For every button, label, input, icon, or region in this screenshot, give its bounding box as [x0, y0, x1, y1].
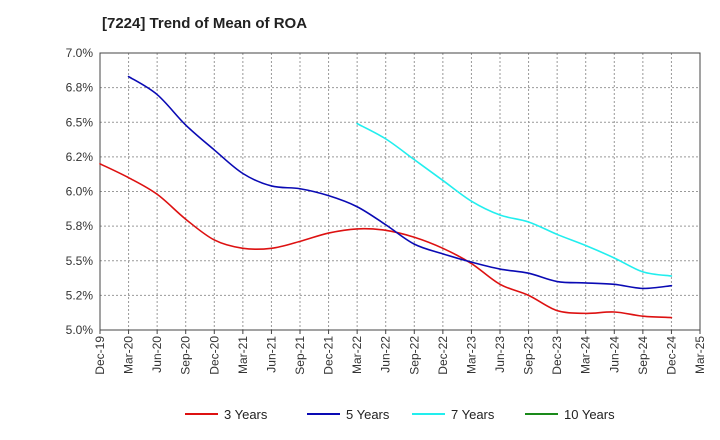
y-axis: 5.0% 5.2% 5.5% 5.8% 6.0% 6.2% 6.5% 6.8% 7.0%: [66, 46, 94, 337]
x-axis: Dec-19 Mar-20 Jun-20 Sep-20 Dec-20 Mar-21 Jun-…: [93, 330, 707, 375]
legend-label-7-years: 7 Years: [451, 407, 495, 422]
plot-area: [99, 52, 701, 331]
legend: 3 Years 5 Years 7 Years 10 Years: [185, 407, 615, 422]
y-tick-label: 5.8%: [66, 219, 94, 233]
x-tick-label: Mar-20: [122, 336, 136, 374]
x-tick-label: Mar-23: [464, 336, 478, 374]
legend-label-5-years: 5 Years: [346, 407, 390, 422]
x-tick-label: Sep-23: [522, 336, 536, 375]
y-tick-label: 6.0%: [66, 185, 94, 199]
x-tick-label: Sep-20: [179, 336, 193, 375]
x-tick-label: Mar-22: [350, 336, 364, 374]
x-tick-label: Dec-20: [207, 336, 221, 375]
y-tick-label: 6.2%: [66, 150, 94, 164]
x-tick-label: Sep-24: [636, 336, 650, 375]
chart-title: [7224] Trend of Mean of ROA: [102, 15, 308, 32]
series-line-3-years: [99, 163, 673, 319]
series-layer: [99, 75, 673, 319]
x-tick-label: Jun-22: [379, 336, 393, 373]
y-tick-label: 7.0%: [66, 46, 94, 60]
x-tick-label: Dec-19: [93, 336, 107, 375]
x-tick-label: Jun-20: [150, 336, 164, 373]
x-tick-label: Jun-24: [607, 336, 621, 373]
x-tick-label: Sep-21: [293, 336, 307, 375]
legend-label-10-years: 10 Years: [564, 407, 615, 422]
series-line-5-years: [127, 75, 673, 290]
y-tick-label: 5.2%: [66, 288, 94, 302]
x-tick-label: Mar-25: [693, 336, 707, 374]
x-tick-label: Dec-23: [550, 336, 564, 375]
x-tick-label: Dec-24: [664, 336, 678, 375]
y-tick-label: 5.0%: [66, 323, 94, 337]
x-tick-label: Dec-22: [436, 336, 450, 375]
y-tick-label: 5.5%: [66, 254, 94, 268]
x-tick-label: Jun-21: [264, 336, 278, 373]
x-tick-label: Jun-23: [493, 336, 507, 373]
grid-layer: [100, 53, 700, 330]
legend-label-3-years: 3 Years: [224, 407, 268, 422]
x-tick-label: Mar-24: [579, 336, 593, 374]
x-tick-label: Sep-22: [407, 336, 421, 375]
series-line-7-years: [356, 122, 673, 277]
x-tick-label: Mar-21: [236, 336, 250, 374]
x-tick-label: Dec-21: [322, 336, 336, 375]
y-tick-label: 6.5%: [66, 115, 94, 129]
y-tick-label: 6.8%: [66, 81, 94, 95]
